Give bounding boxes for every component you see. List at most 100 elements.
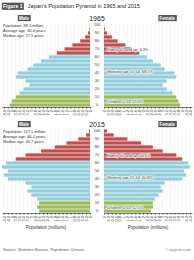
- grid-line: [174, 23, 175, 107]
- group-annotation: Elderly 65 and up: 26.6%: [107, 153, 151, 158]
- title: Japan's Population Pyramid in 1965 and 2…: [28, 3, 140, 9]
- x-tick-mark: [16, 107, 17, 109]
- bar: [33, 63, 90, 66]
- group-annotation: Children 0-14: 12.5%: [107, 205, 144, 210]
- bar: [104, 161, 188, 164]
- x-tick-mark: [147, 213, 148, 215]
- series-badge-box: [158, 121, 176, 127]
- bar: [78, 137, 90, 140]
- x-tick-mark: [182, 213, 183, 215]
- bar: [27, 189, 90, 192]
- bar: [57, 51, 90, 54]
- bar: [16, 157, 90, 160]
- age-tick: 20: [95, 192, 100, 197]
- bar: [37, 197, 90, 200]
- x-axis-line: [105, 213, 193, 214]
- x-tick-mark: [151, 107, 152, 109]
- left-panel: 00.20.40.60.811.21.41.61.822.22.42.62.83…: [2, 15, 93, 116]
- age-tick: 40: [95, 70, 100, 75]
- x-axis: 00.20.40.60.811.21.41.61.822.22.42.62.83…: [102, 107, 193, 116]
- age-label: 40: [95, 70, 100, 75]
- bar: [104, 129, 107, 132]
- age-label: 40: [95, 176, 100, 181]
- age-tick: 60: [95, 160, 100, 165]
- x-tick-mark: [108, 107, 109, 109]
- bar: [72, 43, 90, 46]
- series-badge-box: [158, 15, 176, 21]
- bar: [104, 79, 167, 82]
- x-tick-mark: [159, 107, 160, 109]
- age-label: 20: [95, 86, 100, 91]
- bar: [104, 181, 165, 184]
- age-tick: 10: [95, 94, 100, 99]
- x-tick-mark: [16, 213, 17, 215]
- x-tick-mark: [104, 107, 105, 109]
- x-tick-mark: [67, 213, 68, 215]
- chart-root: Figure 1 Japan's Population Pyramid in 19…: [0, 0, 194, 260]
- x-tick-mark: [151, 213, 152, 215]
- x-tick-mark: [155, 213, 156, 215]
- x-tick-mark: [143, 213, 144, 215]
- age-axis: 0102030405060708090100: [94, 22, 101, 107]
- bar: [104, 35, 112, 38]
- age-label: 10: [95, 94, 100, 99]
- x-tick-mark: [127, 213, 128, 215]
- x-tick-mark: [120, 213, 121, 215]
- x-tick-mark: [4, 213, 5, 215]
- figure-label-box: [2, 3, 24, 10]
- chart-svg: Figure 1 Japan's Population Pyramid in 19…: [0, 0, 194, 260]
- bar: [16, 95, 90, 98]
- x-tick: 4.4: [188, 107, 193, 116]
- x-tick: 4.4: [188, 213, 193, 222]
- stats-text: Median age: 46.7 years: [3, 139, 44, 144]
- bar: [4, 173, 90, 176]
- figure-label-group: Figure 1: [2, 3, 24, 10]
- bar: [89, 129, 90, 132]
- bar: [25, 79, 90, 82]
- bar: [104, 75, 176, 78]
- x-tick-mark: [104, 213, 105, 215]
- age-label: 100: [94, 128, 101, 133]
- age-tick: 100: [94, 22, 101, 27]
- x-tick-mark: [90, 213, 91, 215]
- x-tick-mark: [147, 107, 148, 109]
- bar: [25, 181, 90, 184]
- x-tick-label: 4.4: [2, 109, 7, 115]
- x-tick-mark: [82, 213, 83, 215]
- x-tick-mark: [116, 107, 117, 109]
- x-tick-mark: [139, 107, 140, 109]
- x-axis: 00.20.40.60.811.21.41.61.822.22.42.62.83…: [2, 107, 93, 116]
- x-tick-mark: [116, 213, 117, 215]
- x-tick-mark: [170, 213, 171, 215]
- x-tick-mark: [51, 107, 52, 109]
- bar: [55, 145, 90, 148]
- grid: [4, 23, 90, 107]
- grid: [4, 129, 90, 213]
- stats-text: Median age: 27.5 years: [3, 33, 44, 38]
- series-badge-group: Male: [18, 15, 31, 21]
- series-badge: Male: [19, 16, 30, 21]
- age-tick: 50: [95, 62, 100, 67]
- age-tick: 0: [96, 208, 99, 213]
- bar: [29, 83, 90, 86]
- bar: [104, 59, 153, 62]
- bar: [39, 209, 90, 212]
- bar: [104, 91, 172, 94]
- x-tick-mark: [124, 107, 125, 109]
- x-tick-mark: [4, 107, 5, 109]
- x-tick-mark: [8, 107, 9, 109]
- group-annotation: Working age 15-64: 68.1%: [107, 69, 154, 74]
- age-label: 20: [95, 192, 100, 197]
- x-tick-mark: [178, 213, 179, 215]
- bar: [41, 59, 90, 62]
- grid-line: [190, 23, 191, 107]
- age-label: 30: [95, 78, 100, 83]
- x-axis-title: Population (millions): [128, 225, 169, 230]
- age-tick: 0: [96, 102, 99, 107]
- bar: [8, 177, 90, 180]
- bar: [16, 75, 90, 78]
- bar: [104, 209, 151, 212]
- age-label: 80: [95, 144, 100, 149]
- bar: [86, 133, 90, 136]
- bar: [27, 67, 90, 70]
